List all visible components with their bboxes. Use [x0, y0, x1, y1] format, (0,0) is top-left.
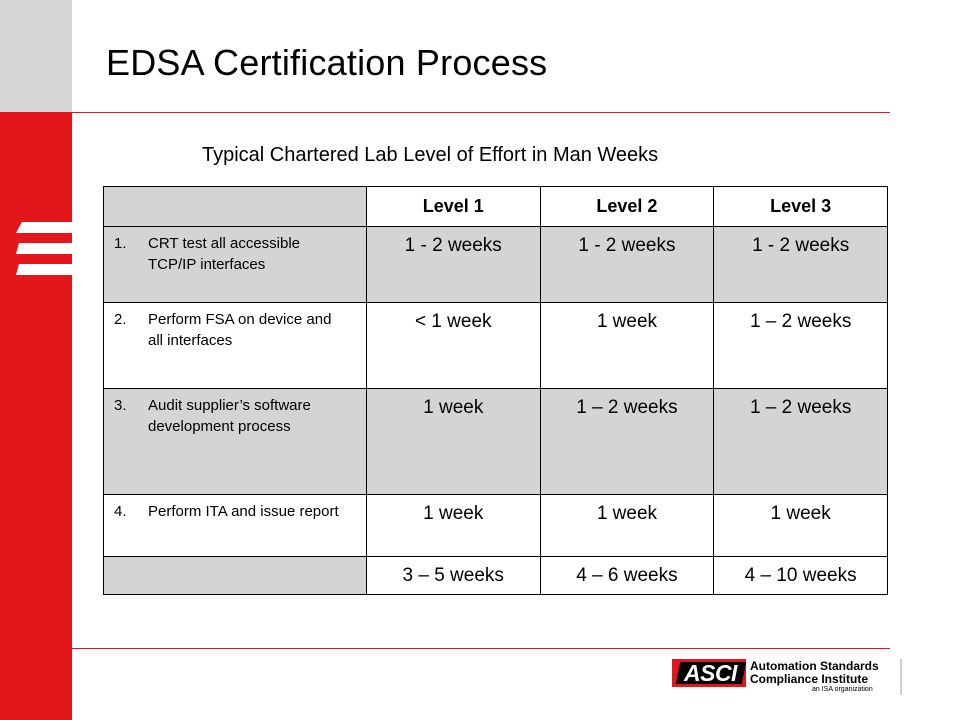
- table-row: 1. CRT test all accessible TCP/IP interfa…: [103, 226, 888, 303]
- level-3-value: 1 – 2 weeks: [713, 388, 888, 495]
- task-cell: 4. Perform ITA and issue report: [103, 494, 367, 557]
- level-3-value: 1 week: [713, 494, 888, 557]
- totals-blank-cell: [103, 556, 367, 595]
- logo-name-line-2: Compliance Institute: [750, 672, 869, 686]
- logo-acronym: ASCI: [684, 660, 737, 686]
- task-number: 1.: [114, 235, 127, 252]
- level-2-total: 4 – 6 weeks: [539, 556, 715, 595]
- level-1-value: 1 week: [365, 388, 541, 495]
- asci-logo-icon: ASCI: [672, 659, 747, 687]
- level-1-value: 1 week: [365, 494, 541, 557]
- level-1-total: 3 – 5 weeks: [365, 556, 541, 595]
- logo-edge: [900, 659, 902, 695]
- task-label: CRT test all accessible TCP/IP interface…: [148, 235, 301, 273]
- task-cell: 1. CRT test all accessible TCP/IP interfa…: [103, 226, 367, 303]
- table-row: 3. Audit supplier’s software development …: [103, 388, 888, 495]
- task-label: Perform FSA on device and all interfaces: [148, 311, 332, 349]
- asci-logo: ASCI Automation Standards Compliance Ins…: [672, 659, 902, 695]
- task-label: Audit supplier’s software development pr…: [148, 397, 311, 435]
- logo-name-line-1: Automation Standards: [750, 659, 879, 673]
- table-row: 2. Perform FSA on device and all interfac…: [103, 302, 888, 389]
- left-bar-grey: [0, 0, 72, 112]
- slide-title: EDSA Certification Process: [106, 42, 548, 83]
- task-number: 3.: [114, 397, 127, 414]
- left-bar-red: [0, 112, 72, 720]
- task-label: Perform ITA and issue report: [148, 503, 339, 520]
- header-level-2: Level 2: [539, 186, 715, 227]
- bottom-divider: [72, 648, 890, 649]
- task-cell: 2. Perform FSA on device and all interfac…: [103, 302, 367, 389]
- level-1-value: < 1 week: [365, 302, 541, 389]
- header-blank-cell: [103, 186, 367, 227]
- totals-row: 3 – 5 weeks 4 – 6 weeks 4 – 10 weeks: [103, 556, 888, 595]
- table-caption: Typical Chartered Lab Level of Effort in…: [202, 144, 659, 166]
- level-2-value: 1 week: [539, 494, 715, 557]
- task-number: 2.: [114, 311, 127, 328]
- logo-tagline: an ISA organization: [812, 686, 873, 693]
- level-2-value: 1 – 2 weeks: [539, 388, 715, 495]
- level-3-total: 4 – 10 weeks: [713, 556, 888, 595]
- top-divider: [72, 112, 890, 113]
- task-cell: 3. Audit supplier’s software development …: [103, 388, 367, 495]
- header-level-1: Level 1: [365, 186, 541, 227]
- level-1-value: 1 - 2 weeks: [365, 226, 541, 303]
- level-2-value: 1 week: [539, 302, 715, 389]
- effort-table: Level 1 Level 2 Level 3 1. CRT test all a…: [103, 186, 888, 595]
- header-row: Level 1 Level 2 Level 3: [103, 186, 888, 227]
- task-number: 4.: [114, 503, 127, 520]
- level-3-value: 1 - 2 weeks: [713, 226, 888, 303]
- header-level-3: Level 3: [713, 186, 888, 227]
- level-2-value: 1 - 2 weeks: [539, 226, 715, 303]
- stripes-decoration-icon: [16, 222, 72, 275]
- level-3-value: 1 – 2 weeks: [713, 302, 888, 389]
- table-row: 4. Perform ITA and issue report 1 week 1 …: [103, 494, 888, 557]
